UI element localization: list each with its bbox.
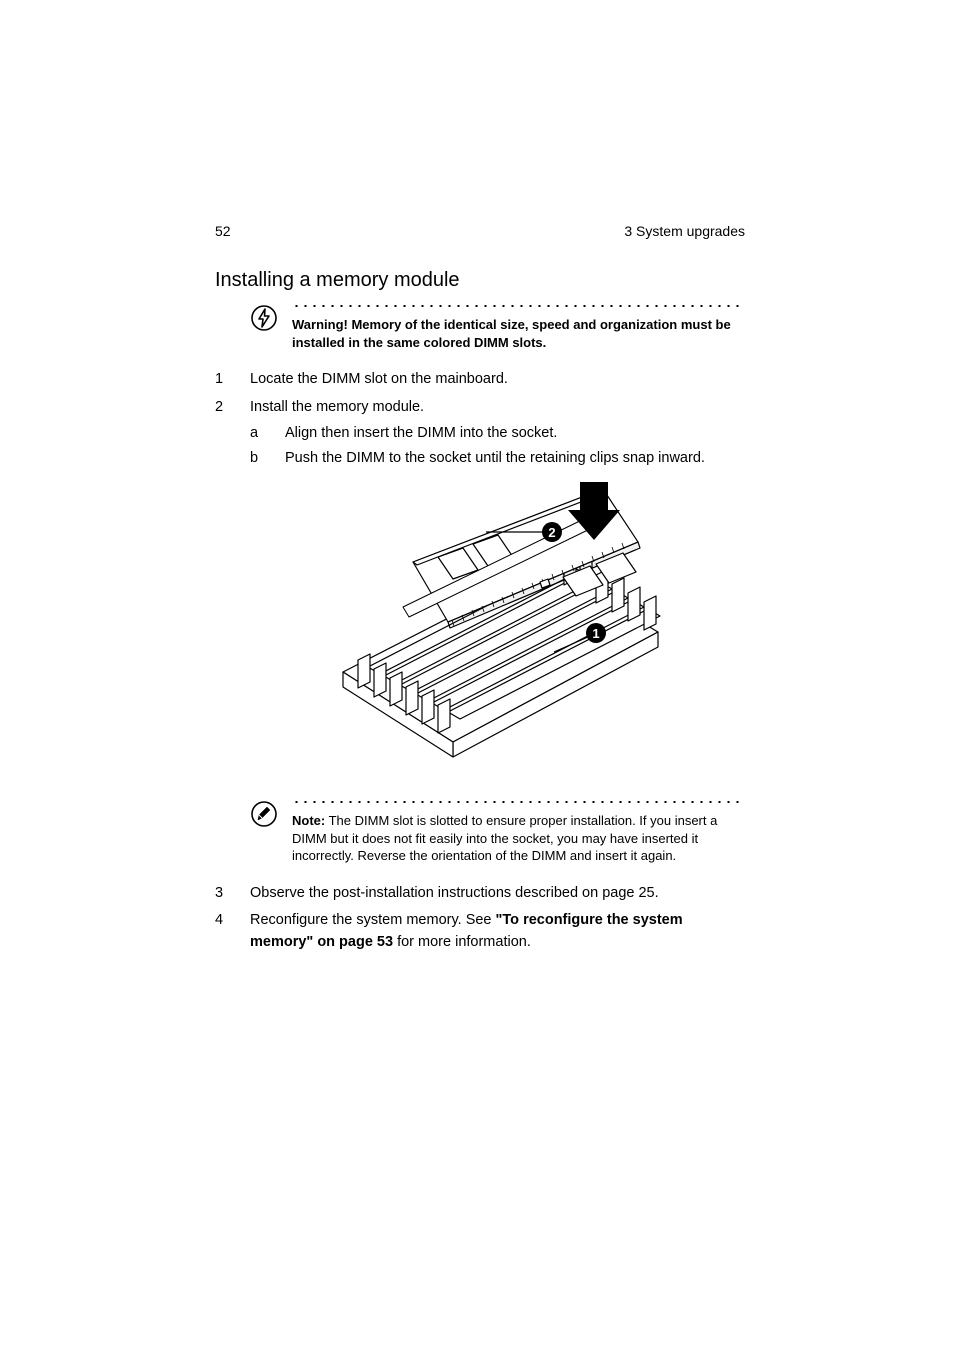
running-section-title: 3 System upgrades	[624, 223, 745, 239]
step-2b: b Push the DIMM to the socket until the …	[250, 448, 745, 470]
warning-body: Memory of the identical size, speed and …	[292, 317, 731, 350]
step-1: Locate the DIMM slot on the mainboard.	[215, 369, 745, 391]
callout-badge-1: 1	[586, 623, 606, 643]
step-1-text: Locate the DIMM slot on the mainboard.	[250, 371, 508, 387]
warning-callout: Warning! Memory of the identical size, s…	[250, 302, 745, 351]
note-callout: Note: The DIMM slot is slotted to ensure…	[250, 798, 745, 865]
dotted-rule	[292, 798, 745, 806]
step-2a-letter: a	[250, 423, 258, 445]
step-3-text: Observe the post-installation instructio…	[250, 885, 659, 901]
section-heading: Installing a memory module	[215, 269, 745, 292]
step-2-text: Install the memory module.	[250, 399, 424, 415]
page-number: 52	[215, 223, 231, 239]
warning-lead: Warning!	[292, 317, 348, 332]
lightning-icon	[250, 304, 278, 337]
step-4-post: for more information.	[393, 934, 531, 950]
step-2a: a Align then insert the DIMM into the so…	[250, 423, 745, 445]
step-4: Reconfigure the system memory. See "To r…	[215, 910, 745, 954]
substeps-list: a Align then insert the DIMM into the so…	[250, 423, 745, 471]
step-2: Install the memory module. a Align then …	[215, 397, 745, 865]
steps-list: Locate the DIMM slot on the mainboard. I…	[215, 369, 745, 954]
step-2b-letter: b	[250, 448, 258, 470]
step-4-pre: Reconfigure the system memory. See	[250, 912, 496, 928]
pencil-icon	[250, 800, 278, 836]
dimm-diagram-svg: 2 1	[318, 482, 678, 782]
dotted-rule	[292, 302, 745, 310]
callout-2-label: 2	[548, 525, 555, 540]
step-3: Observe the post-installation instructio…	[215, 883, 745, 905]
note-lead: Note:	[292, 813, 325, 828]
note-body: The DIMM slot is slotted to ensure prope…	[292, 813, 717, 863]
callout-1-label: 1	[592, 626, 599, 641]
callout-badge-2: 2	[542, 522, 562, 542]
dimm-install-figure: 2 1	[250, 482, 745, 782]
step-2b-text: Push the DIMM to the socket until the re…	[285, 450, 705, 466]
note-text: Note: The DIMM slot is slotted to ensure…	[292, 812, 745, 865]
warning-text: Warning! Memory of the identical size, s…	[292, 316, 745, 351]
step-2a-text: Align then insert the DIMM into the sock…	[285, 425, 557, 441]
running-header: 52 3 System upgrades	[215, 223, 745, 239]
page-content: 52 3 System upgrades Installing a memory…	[215, 223, 745, 960]
